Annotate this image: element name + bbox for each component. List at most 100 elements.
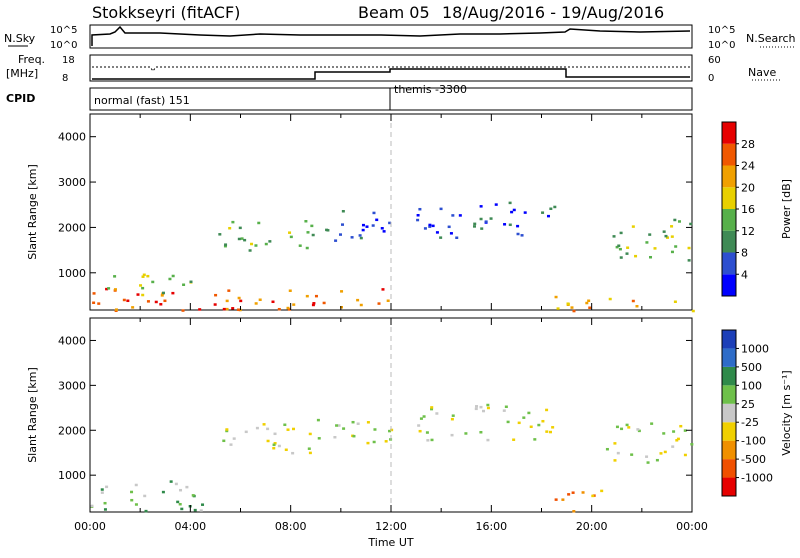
power-cell [549,207,553,211]
velocity-cell [581,491,585,494]
velocity-cell [541,419,545,423]
power-ytick-label: 4000 [58,131,86,144]
velocity-cell [479,405,483,409]
velocity-cell [308,432,312,436]
nave-tick-top: 60 [708,55,721,66]
velocity-cell [650,422,654,425]
velocity-colorbar-label: 25 [741,398,755,411]
power-cell [257,221,261,225]
power-cell [141,293,145,297]
velocity-cell [522,416,526,419]
velocity-cell [342,427,346,430]
power-cell [171,274,175,278]
power-cell [92,292,96,295]
velocity-colorbar-swatch [722,385,736,404]
power-cell [154,300,158,304]
velocity-cell [675,439,679,442]
velocity-colorbar-swatch [722,422,736,441]
power-cell [288,289,292,292]
velocity-cell [418,429,422,433]
power-cell [612,235,616,238]
power-cell [677,220,681,223]
power-cell [254,302,258,305]
power-cell [182,283,186,287]
power-colorbar-swatch [722,165,736,188]
power-cell [314,294,318,298]
power-colorbar-title: Power [dB] [780,179,793,239]
power-cell [146,274,150,278]
power-cell [248,249,252,252]
power-cell [311,303,315,307]
velocity-ytick-label: 2000 [58,424,86,437]
velocity-cell [554,498,558,501]
velocity-cell [317,437,321,440]
power-cell [228,226,232,230]
power-cell [139,284,143,287]
power-cell [455,236,459,239]
power-cell [341,223,345,226]
power-cell [662,230,666,233]
power-cell [619,256,623,259]
power-cell [359,303,363,307]
velocity-cell [283,423,287,427]
power-cell [271,300,275,304]
power-cell [268,240,272,243]
power-cell [673,300,677,303]
power-cell [361,223,365,227]
velocity-colorbar-label: 100 [741,379,762,392]
power-cell [489,217,493,220]
power-cell [114,308,118,311]
velocity-cell [567,493,571,496]
power-cell [224,243,228,246]
freq-trace [92,68,690,80]
velocity-colorbar-frame [721,329,737,497]
power-cell [435,231,439,234]
cpid-segment-2: themis -3300 [394,83,467,96]
nsearch-label: N.Search [746,32,796,45]
power-cell [472,225,476,228]
velocity-cell [225,428,229,431]
velocity-cell [561,498,565,501]
power-cell [439,236,443,239]
power-colorbar-label: 24 [741,160,755,173]
power-cell [131,306,135,309]
velocity-cell [683,453,687,457]
velocity-colorbar-swatch [722,477,736,496]
power-ylabel: Slant Range [km] [26,164,39,260]
power-colorbar-label: 4 [741,268,748,281]
power-cell [163,299,167,303]
velocity-cell [571,491,575,494]
power-cell [480,227,484,230]
velocity-cell [373,428,377,431]
power-cell [416,218,420,222]
power-cell [198,308,202,311]
power-cell [105,287,109,291]
velocity-cell [625,423,629,427]
power-cell [670,250,674,254]
velocity-cell [372,440,376,444]
velocity-cell [537,423,541,427]
velocity-ylabel: Slant Range [km] [26,367,39,463]
power-cell [189,280,193,284]
power-cell [310,224,314,228]
velocity-cell [388,429,392,433]
xtick-label: 08:00 [275,520,307,533]
power-cell [326,229,330,232]
velocity-cell [551,426,555,429]
velocity-cell [244,430,248,434]
power-cell [451,214,455,217]
freq-tick-bottom: 8 [62,73,68,84]
power-cell [213,303,217,306]
power-cell [670,225,674,228]
velocity-cell [337,424,341,427]
velocity-cell [637,429,641,433]
velocity-cell [683,429,687,432]
power-colorbar-swatch [722,122,736,144]
power-cell [447,225,451,229]
velocity-cell [229,443,233,446]
velocity-cell [307,447,311,450]
power-colorbar-swatch [722,143,736,166]
power-cell [449,232,453,235]
velocity-colorbar-label: -25 [741,416,759,429]
power-cell [570,306,574,309]
